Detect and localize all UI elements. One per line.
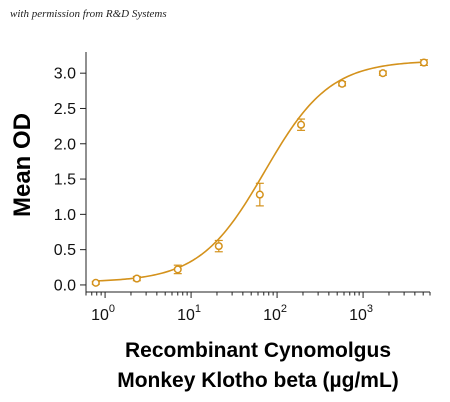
axis-ticks: 0.0 0.5 1.0 1.5 2.0 2.5 3.0 100 101 102 103 [54,66,431,324]
permission-note: with permission from R&D Systems [10,8,167,20]
y-tick-label: 0.0 [54,277,76,294]
fit-curve-layer [93,61,425,282]
y-axis-title: Mean OD [9,113,36,217]
y-tick-label: 1.5 [54,172,76,189]
data-point [132,274,141,283]
data-points-layer [91,58,428,287]
y-tick-label: 2.5 [54,101,76,118]
data-point [419,58,428,67]
x-tick-label: 103 [349,303,373,324]
x-tick-label: 100 [91,303,115,324]
data-point [214,242,223,251]
axes [85,52,430,293]
x-tick-label: 102 [263,303,287,324]
data-point [255,190,264,199]
x-tick-label: 101 [177,303,201,324]
data-point [378,69,387,78]
y-tick-label: 3.0 [54,66,76,83]
y-tick-label: 0.5 [54,242,76,259]
fit-curve [93,61,425,282]
data-point [297,120,306,129]
data-point [338,79,347,88]
x-axis-title-line-2: Monkey Klotho beta (µg/mL) [117,369,399,392]
data-point [173,265,182,274]
x-axis-title-line-1: Recombinant Cynomolgus [125,339,391,362]
y-tick-label: 1.0 [54,207,76,224]
y-tick-label: 2.0 [54,136,76,153]
data-point [91,278,100,287]
